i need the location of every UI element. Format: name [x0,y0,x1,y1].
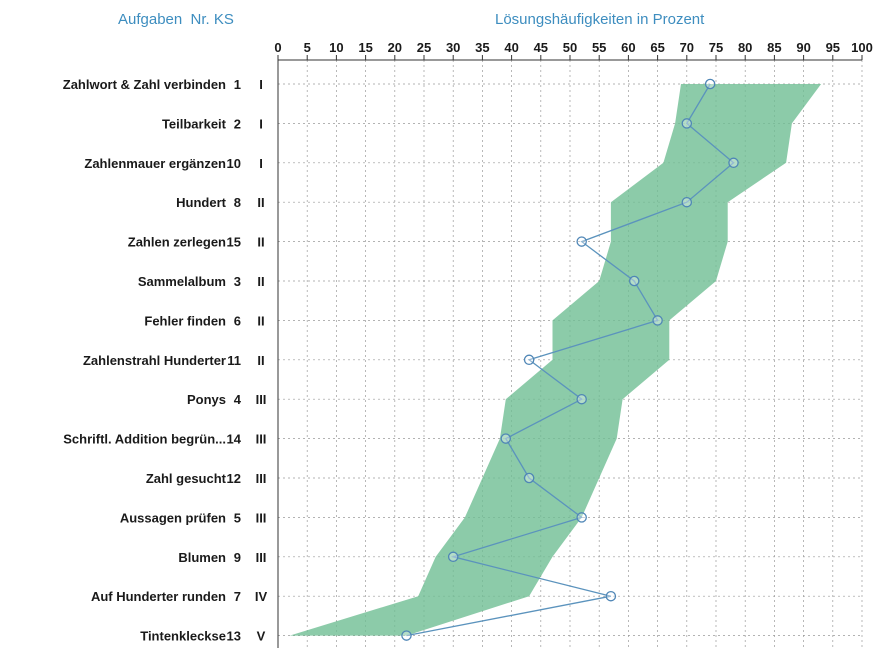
x-tick-label: 90 [796,40,810,55]
data-point [447,551,459,563]
row-label-task: Hundert [176,195,227,210]
row-labels: Zahlwort & Zahl verbinden 1 I Teilbarkeit 2 I… [63,77,268,644]
row-label-ks: I [259,77,263,92]
x-tick-label: 55 [592,40,606,55]
row-label-task: Zahlenmauer ergänzen [84,156,226,171]
x-tick-label: 25 [417,40,431,55]
data-point [628,275,640,287]
x-tick-label: 95 [826,40,840,55]
data-point [681,196,693,208]
x-tick-label: 85 [767,40,781,55]
row-label-task: Zahl gesucht [146,471,227,486]
x-tick-label: 40 [504,40,518,55]
x-tick-label: 80 [738,40,752,55]
x-tick-label: 30 [446,40,460,55]
row-label-nr: 12 [227,471,241,486]
row-label-task: Zahlen zerlegen [128,235,226,250]
row-label-ks: II [257,195,264,210]
header-tasks-label: Aufgaben Nr. KS [118,11,234,28]
x-tick-label: 15 [358,40,372,55]
row-label-ks: V [257,629,266,644]
row-label-task: Schriftl. Addition begrün... [63,432,226,447]
row-label-task: Ponys [187,392,226,407]
data-point [401,630,412,641]
row-label-nr: 15 [227,235,241,250]
value-series-line [406,83,735,637]
data-point [576,236,587,247]
range-band-area [289,84,822,636]
row-label-ks: III [256,471,267,486]
data-point [652,315,663,326]
row-label-task: Zahlenstrahl Hunderter [83,353,226,368]
row-label-nr: 5 [234,510,241,525]
value-line [401,78,739,641]
row-label-task: Fehler finden [144,313,226,328]
row-label-ks: III [256,392,267,407]
row-label-nr: 9 [234,550,241,565]
header-percent-title: Lösungshäufigkeiten in Prozent [495,11,705,28]
data-point [605,590,617,602]
row-label-task: Blumen [178,550,226,565]
row-label-task: Aussagen prüfen [120,510,226,525]
data-point [500,433,512,444]
row-label-nr: 14 [227,432,242,447]
row-label-task: Sammelalbum [138,274,226,289]
row-label-task: Auf Hunderter runden [91,589,226,604]
row-label-nr: 11 [227,353,241,368]
row-label-nr: 3 [234,274,241,289]
data-point [681,118,693,129]
row-label-ks: III [256,510,267,525]
row-label-ks: III [256,550,267,565]
x-tick-label: 20 [388,40,402,55]
row-label-nr: 10 [227,156,241,171]
x-tick-label: 70 [680,40,694,55]
row-label-nr: 6 [234,313,241,328]
x-tick-label: 10 [329,40,343,55]
row-label-nr: 13 [227,629,241,644]
data-point [523,472,535,484]
data-point [576,512,587,523]
data-point [576,393,587,405]
x-tick-label: 0 [274,40,281,55]
row-label-ks: I [259,156,263,171]
row-label-nr: 7 [234,589,241,604]
data-point [704,78,716,90]
x-tick-label: 5 [304,40,311,55]
x-tick-label: 50 [563,40,577,55]
row-label-nr: 2 [234,116,241,131]
row-label-nr: 4 [234,392,242,407]
row-label-nr: 1 [234,77,241,92]
x-axis: 0 5 10 15 20 25 30 35 40 45 50 55 60 65 70 75 80 85 90 95 10… [274,40,873,648]
row-label-task: Tintenkleckse [140,629,226,644]
x-tick-label: 65 [650,40,664,55]
x-tick-label: 60 [621,40,635,55]
data-point [523,354,535,366]
row-label-ks: II [257,235,264,250]
range-band [289,84,822,636]
row-label-nr: 8 [234,195,241,210]
x-tick-label: 45 [534,40,548,55]
data-point [728,157,739,169]
row-label-ks: II [257,353,264,368]
x-tick-label: 75 [709,40,723,55]
row-label-ks: I [259,116,263,131]
row-label-ks: III [256,432,267,447]
row-label-ks: II [257,313,264,328]
x-tick-label: 35 [475,40,489,55]
x-tick-label: 100 [851,40,873,55]
row-label-ks: II [257,274,264,289]
row-label-ks: IV [255,589,268,604]
row-label-task: Zahlwort & Zahl verbinden [63,77,226,92]
row-label-task: Teilbarkeit [162,116,227,131]
